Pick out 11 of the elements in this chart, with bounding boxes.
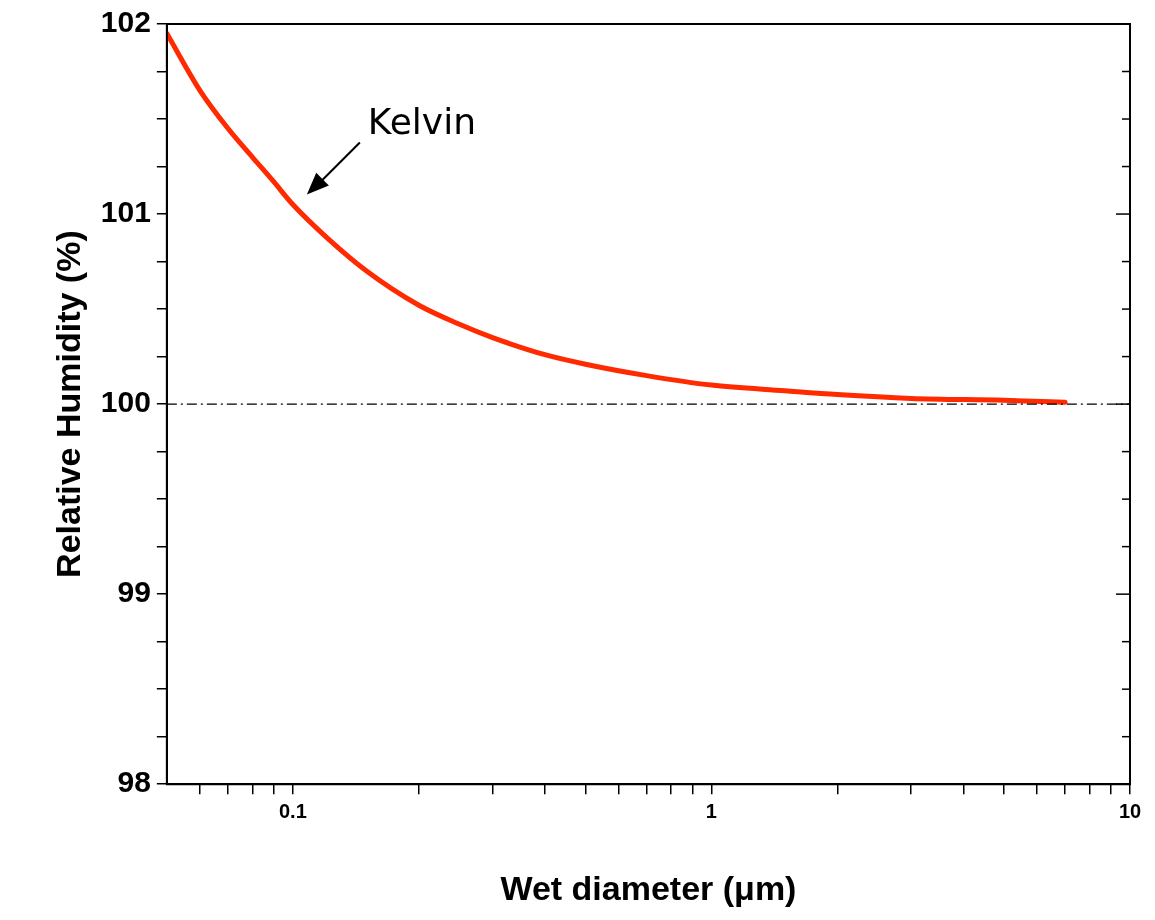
y-tick-label: 98 bbox=[117, 765, 151, 799]
annotation: Kelvin bbox=[367, 100, 476, 142]
y-tick-label: 101 bbox=[100, 195, 151, 229]
x-tick-label: 1 bbox=[705, 799, 717, 822]
x-tick-label: 0.1 bbox=[278, 799, 307, 822]
y-axis-title: Relative Humidity (%) bbox=[48, 230, 87, 578]
y-tick-label: 102 bbox=[100, 5, 151, 39]
y-tick-label: 99 bbox=[117, 575, 151, 609]
x-tick-label: 10 bbox=[1118, 799, 1142, 822]
y-tick-label: 100 bbox=[100, 385, 151, 419]
x-axis-title: Wet diameter (μm) bbox=[500, 868, 797, 907]
